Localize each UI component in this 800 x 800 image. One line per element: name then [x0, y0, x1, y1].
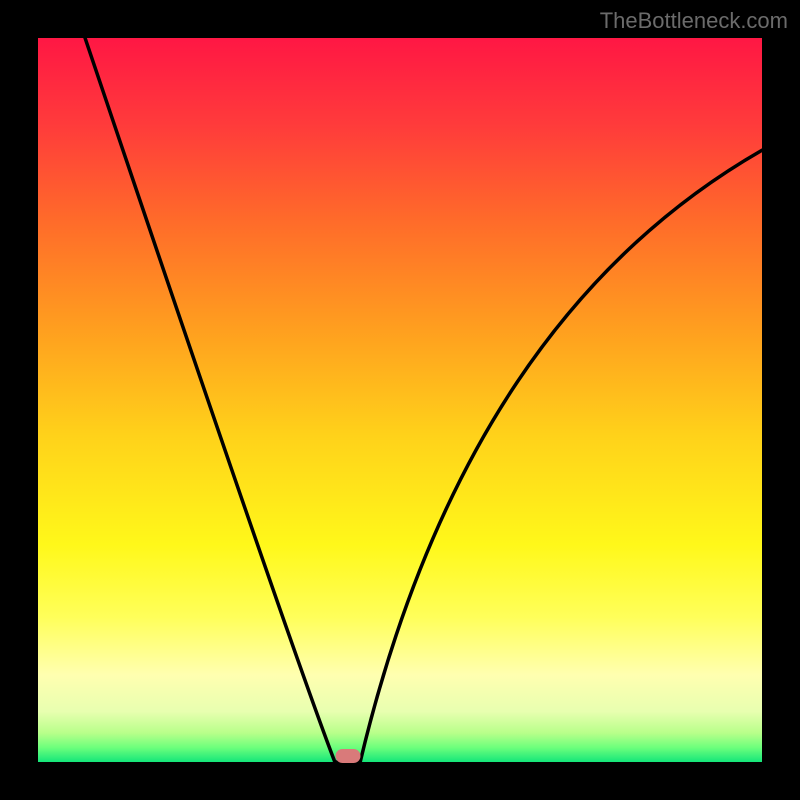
chart-plot-area [38, 38, 762, 762]
curve-path [85, 38, 762, 762]
optimum-marker [335, 749, 360, 763]
watermark-text: TheBottleneck.com [600, 8, 788, 34]
bottleneck-curve [38, 38, 762, 762]
